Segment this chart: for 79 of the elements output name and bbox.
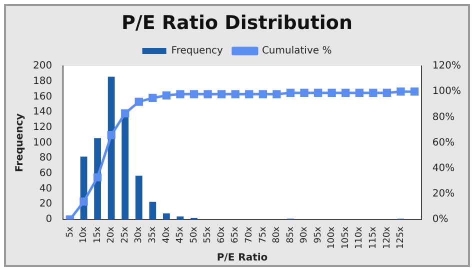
- point: [93, 173, 102, 182]
- y-tick-label: 60: [39, 168, 52, 180]
- bar: [135, 176, 142, 220]
- x-axis-title: P/E Ratio: [216, 252, 268, 264]
- point: [382, 88, 392, 97]
- bar: [108, 76, 115, 220]
- x-tick-label: 55x: [203, 226, 214, 244]
- x-tick-label: 5x: [65, 226, 76, 238]
- legend-label: Frequency: [171, 46, 224, 57]
- y-tick-label: 80: [39, 152, 52, 164]
- point: [314, 88, 322, 97]
- point: [134, 98, 143, 106]
- y-tick-label: 40: [39, 183, 52, 194]
- point: [231, 90, 240, 98]
- point: [258, 90, 267, 98]
- x-tick-label: 40x: [162, 226, 172, 244]
- x-tick-label: 90x: [300, 226, 310, 244]
- y-tick-label: 200: [32, 60, 52, 72]
- y-tick-label: 160: [32, 91, 52, 102]
- bar: [122, 115, 129, 220]
- x-tick-label: 25x: [120, 226, 130, 244]
- bar: [163, 213, 170, 220]
- point: [300, 88, 308, 97]
- x-tick-label: 20x: [106, 226, 117, 244]
- x-tick-label: 110x: [354, 226, 365, 250]
- x-tick-label: 60x: [216, 226, 227, 244]
- x-tick-label: 115x: [368, 226, 379, 250]
- point: [218, 90, 226, 98]
- point: [148, 94, 157, 102]
- point: [121, 109, 130, 118]
- point: [396, 88, 405, 96]
- y2-tick-label: 60%: [432, 137, 455, 148]
- point: [410, 88, 419, 96]
- x-tick-label: 85x: [286, 226, 296, 244]
- point: [328, 88, 336, 97]
- point: [162, 91, 171, 100]
- point: [245, 90, 254, 98]
- y2-tick-label: 100%: [432, 86, 462, 98]
- x-tick-label: 15x: [92, 226, 103, 244]
- point: [190, 90, 198, 98]
- y-tick-label: 100: [32, 137, 52, 148]
- point: [107, 130, 116, 140]
- x-tick-label: 10x: [79, 226, 90, 244]
- y-tick-label: 140: [32, 106, 52, 118]
- point: [342, 88, 350, 97]
- x-tick-label: 75x: [258, 226, 268, 244]
- point: [272, 90, 281, 98]
- x-tick-label: 100x: [327, 226, 338, 250]
- y2-tick-label: 0%: [432, 214, 448, 226]
- x-tick-label: 35x: [148, 226, 158, 244]
- y2-tick-label: 80%: [432, 112, 455, 123]
- bar: [149, 202, 156, 220]
- point: [286, 88, 295, 97]
- x-tick-label: 105x: [340, 226, 351, 250]
- y2-tick-label: 120%: [432, 60, 462, 72]
- point: [204, 90, 212, 98]
- legend-label: Cumulative %: [262, 46, 332, 57]
- y-axis-title: Frequency: [14, 113, 26, 172]
- x-tick-label: 95x: [313, 226, 324, 244]
- x-tick-label: 45x: [176, 226, 186, 244]
- y-tick-label: 0: [46, 214, 52, 226]
- point: [80, 198, 88, 206]
- point: [355, 88, 364, 97]
- chart-title: P/E Ratio Distribution: [120, 12, 354, 34]
- x-tick-label: 125x: [396, 226, 406, 250]
- point: [176, 90, 184, 98]
- point: [369, 88, 378, 97]
- x-tick-label: 80x: [272, 226, 282, 244]
- y-tick-label: 120: [32, 122, 52, 133]
- y2-tick-label: 40%: [432, 162, 455, 174]
- y-tick-label: 180: [32, 76, 52, 87]
- x-tick-label: 70x: [244, 226, 254, 244]
- x-tick-label: 50x: [189, 226, 200, 244]
- x-tick-label: 30x: [134, 226, 144, 244]
- y-tick-label: 20: [39, 198, 52, 210]
- y2-tick-label: 20%: [432, 188, 455, 200]
- x-tick-label: 120x: [382, 226, 392, 250]
- bar: [176, 216, 184, 220]
- x-tick-label: 65x: [230, 226, 241, 244]
